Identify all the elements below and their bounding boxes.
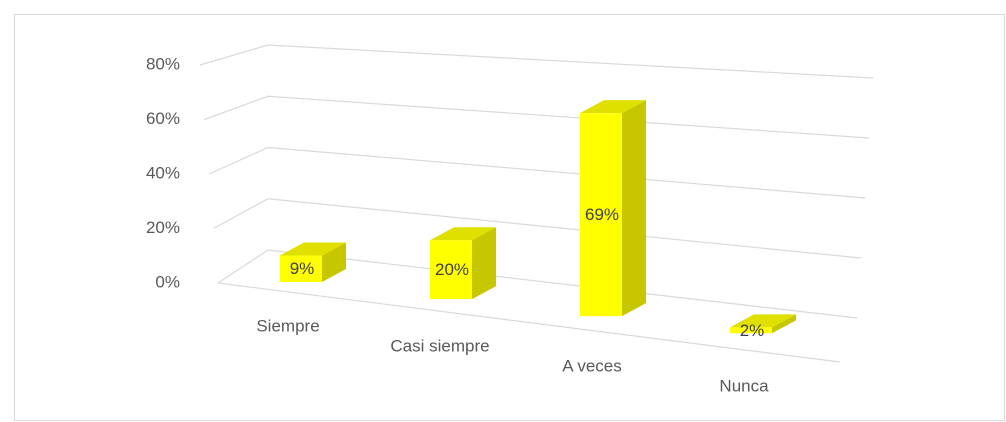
bar-front: [730, 327, 772, 334]
bar-side: [622, 100, 646, 317]
grid-line: [208, 146, 866, 199]
y-tick-label: 40%: [146, 163, 180, 182]
grid-line: [199, 44, 874, 79]
bar-side: [472, 227, 496, 300]
bar: [730, 314, 796, 334]
bar-side: [322, 242, 346, 282]
floor-edge: [217, 282, 841, 363]
y-tick-label: 60%: [146, 109, 180, 128]
data-label: 20%: [435, 260, 469, 279]
bar: [280, 242, 346, 282]
x-tick-label: Nunca: [719, 376, 769, 395]
grid-line: [204, 95, 870, 139]
x-tick-label: Casi siempre: [390, 336, 489, 355]
x-tick-label: A veces: [562, 356, 622, 375]
bar-top: [730, 314, 796, 328]
bar-front: [430, 240, 472, 300]
grid-line: [213, 198, 862, 259]
bar-top: [430, 227, 496, 241]
bar-front: [280, 255, 322, 282]
bar-front: [580, 113, 622, 317]
bar-side: [772, 314, 796, 334]
bar-top: [580, 100, 646, 114]
data-label: 2%: [740, 321, 765, 340]
grid-line: [217, 249, 858, 319]
y-tick-label: 0%: [155, 272, 180, 291]
chart-frame: [14, 14, 1005, 421]
data-label: 9%: [290, 259, 315, 278]
data-label: 69%: [585, 205, 619, 224]
bar: [430, 227, 496, 300]
x-tick-label: Siempre: [256, 316, 319, 335]
bar-top: [280, 242, 346, 256]
bar: [580, 100, 646, 317]
y-tick-label: 80%: [146, 54, 180, 73]
y-tick-label: 20%: [146, 218, 180, 237]
